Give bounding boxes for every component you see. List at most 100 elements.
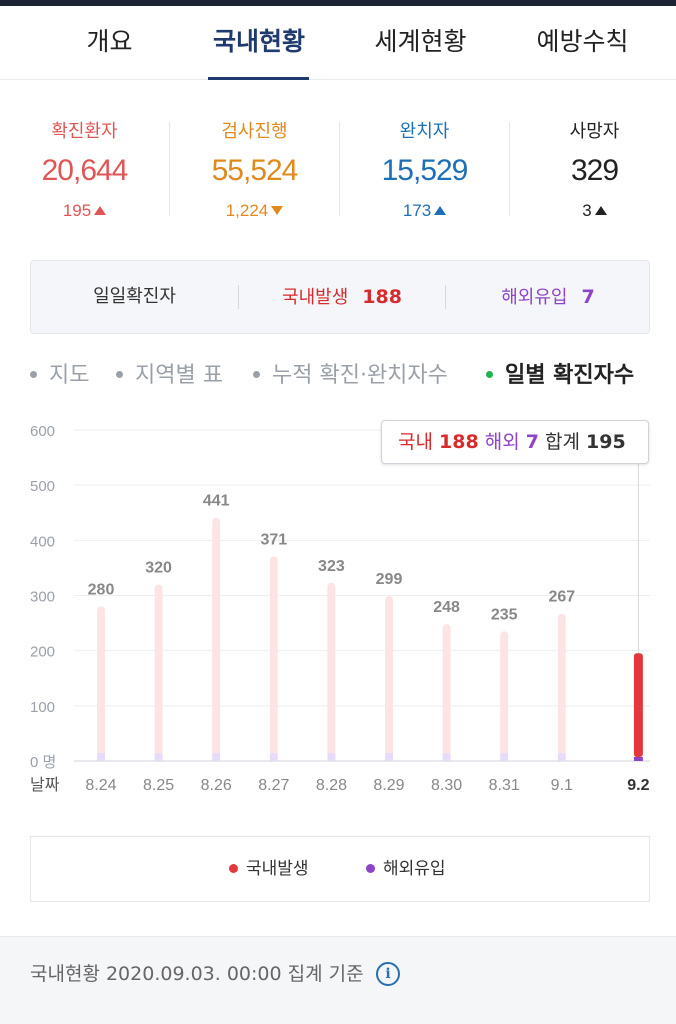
bar-overseas: [327, 753, 336, 761]
dot-icon: [229, 864, 238, 873]
divider: [445, 285, 446, 309]
x-tick-label: 9.2: [627, 777, 649, 794]
daily-domestic: 국내발생 188: [282, 286, 402, 308]
bar-total: [442, 624, 451, 761]
divider: [169, 122, 170, 216]
bar-overseas: [500, 753, 509, 761]
arrow-up-icon: [594, 206, 607, 215]
stat-delta: 195: [0, 196, 169, 226]
data-label: 320: [145, 559, 172, 576]
stat-value: 20,644: [41, 154, 129, 187]
data-label: 371: [260, 531, 287, 548]
bar-overseas: [385, 753, 393, 761]
stat-recovered: 완치자 15,529 173: [340, 118, 509, 226]
x-tick-label: 8.31: [489, 777, 520, 794]
bar-overseas: [154, 753, 163, 761]
filter-daily[interactable]: 일별 확진자수: [486, 356, 634, 396]
y-tick-label: 500: [30, 478, 55, 495]
bullet-icon: [253, 371, 260, 378]
tab-prevention[interactable]: 예방수칙: [536, 27, 629, 56]
bar-total: [557, 613, 566, 761]
data-label: 248: [433, 599, 460, 616]
data-label: 323: [318, 558, 345, 575]
info-icon[interactable]: i: [376, 962, 400, 986]
bullet-icon: [30, 371, 37, 378]
bar-overseas: [269, 753, 278, 761]
x-tick-label: 8.24: [85, 777, 116, 794]
data-label: 235: [491, 606, 518, 623]
footer: 국내현황 2020.09.03. 00:00 집계 기준 i: [0, 936, 676, 1024]
filter-map[interactable]: 지도: [30, 356, 89, 396]
active-tab-indicator: [208, 77, 309, 80]
arrow-up-icon: [434, 206, 447, 215]
stat-value: 55,524: [211, 154, 299, 187]
bar-total: [385, 596, 393, 761]
bar-overseas: [633, 757, 643, 761]
footer-text: 국내현황 2020.09.03. 00:00 집계 기준: [30, 963, 364, 985]
bar-overseas: [442, 753, 451, 761]
daily-overseas: 해외유입 7: [501, 286, 595, 308]
stat-delta: 3: [510, 196, 676, 226]
bar-total: [97, 606, 105, 761]
divider: [238, 285, 239, 309]
y-tick-label: 100: [30, 699, 55, 716]
bar-domestic: [633, 653, 643, 757]
data-label: 267: [548, 589, 575, 606]
chart-tooltip: 국내 188 해외 7 합계 195: [381, 420, 649, 464]
data-label: 280: [88, 582, 115, 599]
tab-domestic[interactable]: 국내현황: [212, 27, 305, 56]
legend-domestic[interactable]: 국내발생: [229, 837, 309, 901]
daily-label: 일일확진자: [93, 286, 176, 307]
bar-total: [500, 631, 509, 761]
filter-cumulative[interactable]: 누적 확진·완치자수: [253, 356, 448, 396]
y-tick-label: 600: [30, 423, 55, 440]
view-filters: 지도 지역별 표 누적 확진·완치자수 일별 확진자수: [0, 356, 676, 396]
data-label: 441: [203, 493, 230, 510]
tab-world[interactable]: 세계현황: [374, 27, 467, 56]
stat-testing: 검사진행 55,524 1,224: [170, 118, 339, 226]
main-tabs: 개요 국내현황 세계현황 예방수칙: [0, 6, 676, 80]
divider: [509, 122, 510, 216]
chart-legend: 국내발생 해외유입: [30, 836, 650, 902]
bar-overseas: [212, 753, 221, 761]
y-tick-label: 400: [30, 533, 55, 550]
bar-overseas: [97, 753, 105, 761]
y-tick-label: 0 명: [30, 754, 56, 771]
x-tick-label: 8.30: [431, 777, 462, 794]
tab-overview[interactable]: 개요: [86, 27, 133, 56]
chart-svg: 0 명 100 200 300 400 500 600 날짜 280 8.24 320 8.25 441…: [30, 423, 650, 794]
stat-label: 완치자: [399, 121, 450, 142]
daily-confirmed-box: 일일확진자 국내발생 188 해외유입 7: [30, 260, 650, 334]
dot-icon: [366, 864, 375, 873]
bar-overseas: [557, 753, 566, 761]
top-edge: [0, 0, 676, 6]
stat-delta: 1,224: [170, 196, 339, 226]
bar-total: [212, 517, 221, 761]
daily-cases-chart: 0 명 100 200 300 400 500 600 날짜 280 8.24 320 8.25 441…: [0, 410, 676, 810]
stat-delta: 173: [340, 196, 509, 226]
data-label: 299: [376, 571, 403, 588]
stat-value: 329: [570, 154, 619, 187]
stat-label: 확진환자: [51, 121, 118, 142]
y-tick-label: 200: [30, 644, 55, 661]
stat-confirmed: 확진환자 20,644 195: [0, 118, 169, 226]
bar-total: [154, 584, 163, 761]
legend-overseas[interactable]: 해외유입: [366, 837, 446, 901]
divider: [339, 122, 340, 216]
bullet-icon: [486, 371, 493, 378]
arrow-up-icon: [94, 206, 107, 215]
bar-total: [327, 582, 336, 761]
bullet-icon: [116, 371, 123, 378]
bar-total: [269, 556, 278, 761]
stat-deaths: 사망자 329 3: [510, 118, 676, 226]
x-axis-label: 날짜: [30, 775, 60, 794]
x-tick-label: 8.29: [373, 777, 404, 794]
x-tick-label: 9.1: [551, 777, 573, 794]
filter-region-table[interactable]: 지역별 표: [116, 356, 223, 396]
y-tick-label: 300: [30, 589, 55, 606]
stat-value: 15,529: [381, 154, 469, 187]
x-tick-label: 8.25: [143, 777, 174, 794]
x-tick-label: 8.27: [258, 777, 289, 794]
x-tick-label: 8.26: [201, 777, 232, 794]
stat-label: 검사진행: [221, 121, 288, 142]
